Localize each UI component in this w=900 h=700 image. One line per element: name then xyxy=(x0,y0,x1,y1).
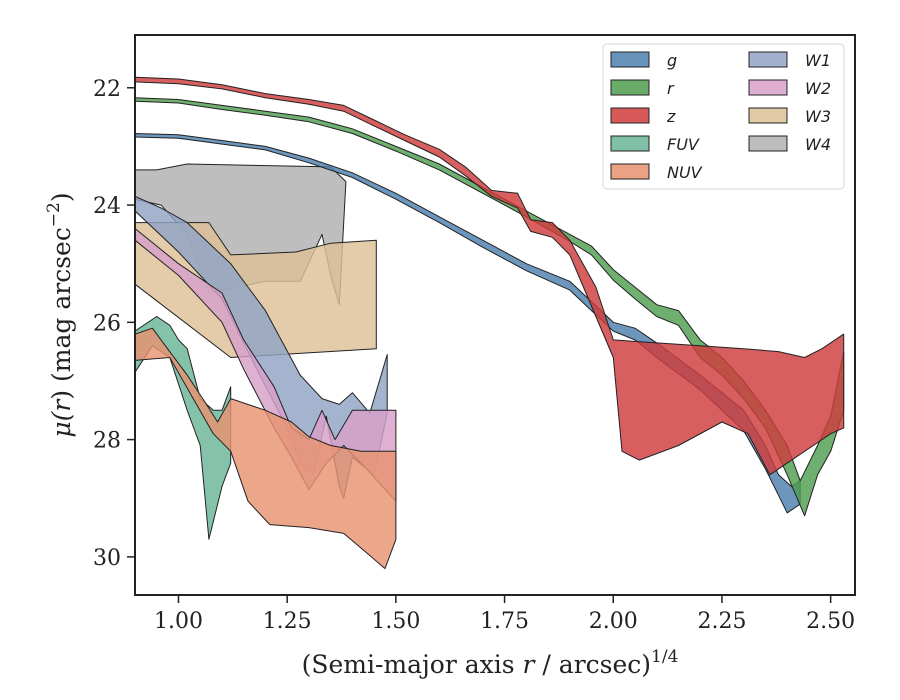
legend-swatch-w2 xyxy=(748,79,788,96)
x-axis-label: (Semi-major axis r / arcsec)1/4 xyxy=(302,647,679,679)
x-tick-label: 1.25 xyxy=(263,609,312,634)
legend-swatch-fuv xyxy=(610,135,650,152)
legend-label-w2: W2 xyxy=(805,79,831,98)
legend-swatch-w1 xyxy=(748,51,788,68)
legend-label-g: g xyxy=(667,51,677,70)
legend-swatch-w3 xyxy=(748,107,788,124)
x-tick-label: 2.25 xyxy=(697,609,746,634)
legend-label-w1: W1 xyxy=(805,51,831,70)
legend-swatch-nuv xyxy=(610,163,650,180)
band-z xyxy=(135,76,845,476)
profile-bands xyxy=(135,76,845,570)
y-tick-label: 30 xyxy=(93,546,121,571)
legend-label-fuv: FUV xyxy=(667,135,700,154)
legend-swatch-w4 xyxy=(748,135,788,152)
x-tick-label: 1.00 xyxy=(154,609,203,634)
band-nuv xyxy=(135,327,397,570)
legend-label-z: z xyxy=(666,107,676,126)
x-tick-label: 2.00 xyxy=(589,609,638,634)
legend-swatch-z xyxy=(610,107,650,124)
legend: grz FUV NUV W1 W2 W3 W4 xyxy=(602,43,845,190)
x-tick-label: 1.50 xyxy=(371,609,420,634)
y-tick-label: 26 xyxy=(93,311,121,336)
y-tick-label: 28 xyxy=(93,429,121,454)
legend-swatch-g xyxy=(610,51,650,68)
legend-label-r: r xyxy=(667,79,675,98)
y-tick-label: 22 xyxy=(93,77,121,102)
legend-label-w3: W3 xyxy=(805,107,831,126)
plot-frame xyxy=(134,34,856,596)
y-axis-label: μ(r) (mag arcsec−2) xyxy=(44,192,76,437)
legend-label-w4: W4 xyxy=(805,135,831,154)
y-axis-ticks: 22 24 26 28 30 xyxy=(93,77,135,571)
x-tick-label: 2.50 xyxy=(806,609,855,634)
legend-swatch-r xyxy=(610,79,650,96)
x-axis-ticks: 1.00 1.25 1.50 1.75 2.00 2.25 2.50 xyxy=(154,595,855,634)
legend-label-nuv: NUV xyxy=(667,163,703,182)
y-tick-label: 24 xyxy=(93,194,121,219)
x-tick-label: 1.75 xyxy=(480,609,529,634)
